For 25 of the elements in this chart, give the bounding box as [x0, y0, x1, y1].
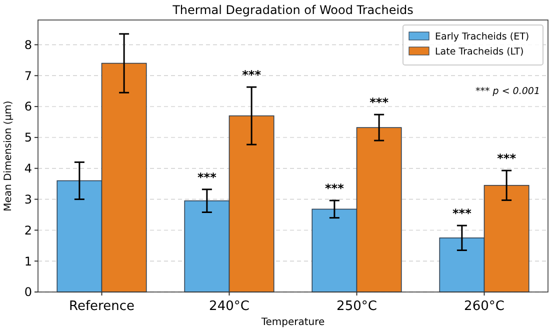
y-tick-label: 7 — [24, 68, 32, 83]
y-tick-label: 4 — [24, 162, 32, 176]
x-tick-label: 250°C — [336, 299, 377, 314]
annotation: *** — [198, 170, 218, 184]
annotation: *** p < 0.001 — [476, 86, 540, 98]
x-tick-label: Reference — [69, 299, 134, 314]
legend-label: Early Tracheids (ET) — [435, 31, 530, 42]
y-tick-label: 0 — [24, 285, 32, 300]
x-axis-title: Temperature — [260, 317, 325, 328]
chart-title: Thermal Degradation of Wood Tracheids — [172, 3, 414, 17]
annotation: *** — [242, 68, 262, 82]
annotation: *** — [452, 206, 472, 221]
x-tick-label: 240°C — [209, 299, 250, 314]
y-axis-title: Mean Dimension (μm) — [3, 100, 14, 212]
y-tick-label: 1 — [24, 254, 32, 268]
y-tick-label: 6 — [24, 100, 32, 114]
legend-label: Late Tracheids (LT) — [435, 46, 524, 58]
annotation: *** — [325, 182, 345, 196]
annotation: *** — [497, 152, 517, 166]
y-tick-label: 3 — [24, 192, 32, 206]
y-tick-label: 2 — [24, 223, 32, 238]
y-tick-label: 8 — [24, 38, 32, 52]
annotation: *** — [370, 96, 390, 110]
y-tick-label: 5 — [24, 130, 32, 145]
x-tick-label: 260°C — [464, 299, 504, 314]
